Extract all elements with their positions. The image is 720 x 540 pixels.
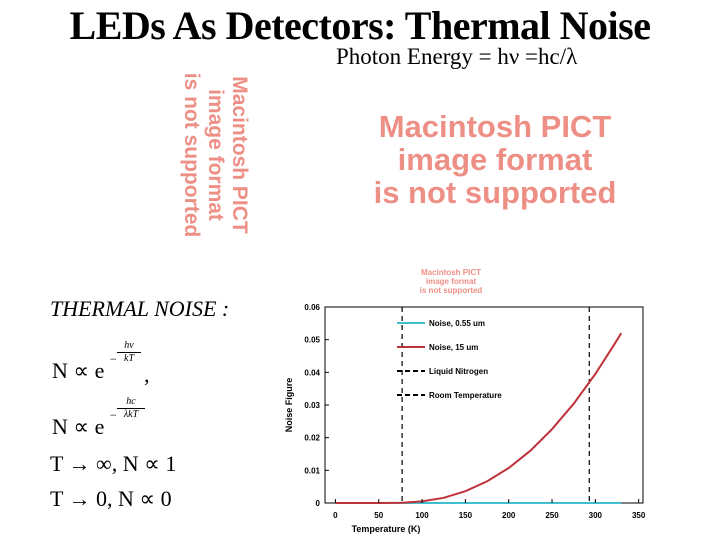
pict-line: Macintosh PICT (378, 109, 612, 144)
equation-1-comma: , (144, 362, 150, 387)
equation-1-base: N ∝ e (52, 358, 105, 383)
equation-2-exp-bottom: λkT (117, 408, 145, 420)
pict-placeholder-small: Macintosh PICT image format is not suppo… (396, 268, 506, 295)
x-axis-label: Temperature (K) (352, 524, 421, 534)
equation-2-base: N ∝ e (52, 414, 105, 439)
equation-1-exponent: hν kT (117, 340, 141, 364)
equation-3: T → ∞, N ∝ 1 (50, 451, 177, 476)
pict-line: image format (425, 277, 477, 286)
equation-1-exp-top: hν (124, 340, 134, 351)
pict-line: image format (204, 89, 227, 221)
y-tick-label: 0.05 (304, 336, 320, 345)
series-line (335, 332, 623, 504)
equation-2-exponent: hc λkT (117, 396, 145, 420)
equation-4: T → 0, N ∝ 0 (50, 486, 172, 511)
x-tick-label: 250 (545, 511, 559, 520)
x-tick-label: 350 (632, 511, 646, 520)
plot-frame (324, 306, 644, 504)
y-tick-label: 0.06 (304, 303, 320, 312)
y-tick-label: 0.04 (304, 368, 320, 377)
x-tick-label: 150 (459, 511, 473, 520)
axis-ticks: 0 50 100 150 200 250 300 350 0 0.01 0.02 0.03 0.04 0.… (304, 303, 645, 520)
equation-1-exp-bottom: kT (117, 352, 141, 364)
legend-label: Liquid Nitrogen (429, 367, 488, 376)
pict-line: is not supported (373, 175, 617, 210)
legend-label: Noise, 0.55 um (429, 319, 485, 328)
x-tick-label: 100 (415, 511, 429, 520)
x-tick-label: 300 (589, 511, 603, 520)
pict-line: is not supported (419, 286, 483, 295)
y-tick-label: 0.02 (304, 434, 320, 443)
y-tick-label: 0 (316, 499, 321, 508)
legend: Noise, 0.55 um Noise, 15 um Liquid Nitroge… (397, 319, 502, 400)
pict-line: Macintosh PICT (228, 76, 251, 234)
x-tick-label: 0 (333, 511, 338, 520)
pict-placeholder-large: Macintosh PICT image format is not suppo… (290, 110, 700, 209)
pict-placeholder-rotated: Macintosh PICT image format is not suppo… (155, 56, 275, 254)
pict-line: Macintosh PICT (420, 268, 481, 277)
x-tick-label: 200 (502, 511, 516, 520)
thermal-noise-label: THERMAL NOISE : (50, 296, 230, 321)
photon-energy-formula: Photon Energy = hν =hc/λ (336, 44, 578, 69)
slide-title: LEDs As Detectors: Thermal Noise (69, 3, 651, 48)
y-tick-label: 0.01 (304, 466, 320, 475)
pict-line: image format (397, 142, 593, 177)
noise-chart: 0 50 100 150 200 250 300 350 0 0.01 0.02 0.03 0.04 0.… (284, 303, 646, 534)
pict-line: is not supported (180, 72, 203, 238)
legend-label: Room Temperature (429, 391, 502, 400)
legend-label: Noise, 15 um (429, 343, 478, 352)
equation-2-exp-top: hc (126, 396, 136, 407)
equation-1-minus: − (109, 352, 118, 366)
series-lines (335, 332, 623, 504)
y-axis-label: Noise Figure (284, 378, 294, 433)
reference-lines (401, 307, 590, 503)
y-tick-label: 0.03 (304, 401, 320, 410)
equation-2-minus: − (109, 408, 118, 422)
x-tick-label: 50 (374, 511, 383, 520)
